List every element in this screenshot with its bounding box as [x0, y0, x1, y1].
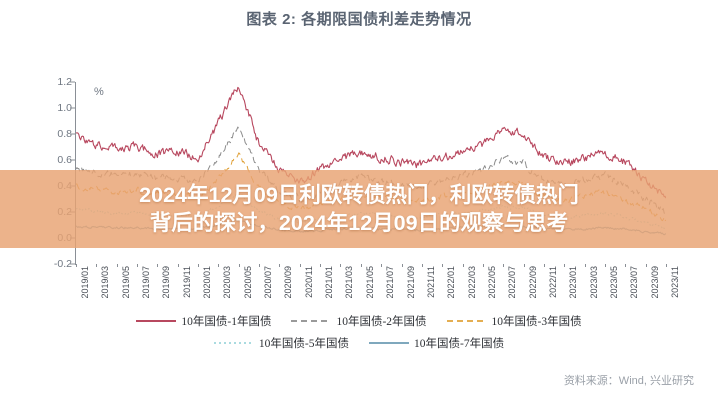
- x-axis-tick-label: 2020/07: [263, 266, 274, 299]
- legend-label: 10年国债-1年国债: [181, 316, 272, 328]
- x-axis-tick-label: 2023/01: [568, 266, 579, 299]
- legend-label: 10年国债-7年国债: [414, 338, 505, 350]
- x-axis-tick-label: 2021/05: [364, 266, 375, 299]
- x-axis-tick-mark: [157, 264, 159, 267]
- x-axis-tick-mark: [218, 264, 220, 267]
- overlay-banner-band: [0, 170, 718, 248]
- series-line: [76, 86, 666, 199]
- x-axis-tick-mark: [116, 264, 118, 267]
- x-axis-tick-label: 2022/11: [547, 266, 558, 298]
- legend-label: 10年国债-2年国债: [336, 316, 427, 328]
- x-axis-tick-label: 2023/05: [608, 266, 619, 299]
- source-note: 资料来源：Wind, 兴业研究: [563, 375, 694, 387]
- x-axis-tick-label: 2021/03: [344, 266, 355, 299]
- x-axis-tick-label: 2019/11: [181, 266, 192, 298]
- x-axis-tick-mark: [320, 264, 322, 267]
- legend-swatch-icon: [213, 338, 254, 348]
- y-axis-tick-mark: [70, 107, 75, 109]
- legend-item[interactable]: 10年国债-3年国债: [446, 313, 582, 329]
- x-axis-tick-label: 2022/05: [486, 266, 497, 299]
- x-axis-tick-label: 2023/03: [588, 266, 599, 299]
- legend-swatch-icon: [136, 316, 177, 326]
- x-axis-tick-label: 2019/03: [100, 266, 111, 299]
- x-axis-tick-mark: [76, 264, 77, 267]
- overlay-banner-line-2: 背后的探讨，2024年12月09日的观察与思考: [149, 211, 569, 235]
- x-axis-tick-label: 2021/01: [324, 266, 335, 299]
- x-axis-tick-label: 2020/09: [283, 266, 294, 299]
- chart-title: 图表 2: 各期限国债利差走势情况: [246, 11, 472, 28]
- x-axis-tick-mark: [462, 264, 464, 267]
- x-axis-tick-mark: [666, 264, 667, 267]
- x-axis-tick-mark: [543, 264, 545, 267]
- x-axis-tick-mark: [177, 264, 179, 267]
- x-axis-tick-mark: [198, 264, 200, 267]
- x-axis-tick-label: 2022/09: [527, 266, 538, 299]
- legend-label: 10年国债-5年国债: [258, 338, 349, 350]
- x-axis-tick-label: 2020/01: [202, 266, 213, 299]
- x-axis-tick-labels: 2019/01 2019/03 2019/05 2019/07 2019/09 2019/…: [76, 266, 680, 312]
- chart-legend: 10年国债-1年国债 10年国债-2年国债 10年国债-3年国债 10年国债-5年国债…: [0, 310, 718, 354]
- y-axis-tick-label: 0.6: [57, 154, 72, 166]
- x-axis-tick-label: 2023/11: [670, 266, 680, 298]
- legend-item[interactable]: 10年国债-7年国债: [369, 335, 504, 351]
- legend-label: 10年国债-3年国债: [491, 316, 582, 328]
- x-axis-tick-label: 2019/01: [80, 266, 90, 299]
- x-axis-tick-label: 2019/05: [120, 266, 131, 299]
- y-axis-tick-mark: [70, 159, 75, 161]
- x-axis-tick-mark: [401, 264, 403, 267]
- x-axis-tick-mark: [482, 264, 484, 267]
- legend-item[interactable]: 10年国债-2年国债: [291, 313, 427, 329]
- x-axis-tick-mark: [604, 264, 606, 267]
- legend-row: 10年国债-5年国债 10年国债-7年国债: [0, 332, 718, 354]
- y-axis-unit-label: %: [94, 86, 104, 98]
- x-axis-tick-mark: [137, 264, 139, 267]
- x-axis-tick-mark: [299, 264, 301, 267]
- x-axis-tick-label: 2023/09: [649, 266, 660, 299]
- legend-swatch-icon: [291, 316, 332, 326]
- x-axis-tick-label: 2019/07: [141, 266, 152, 299]
- x-axis-tick-label: 2020/05: [242, 266, 253, 299]
- y-axis-tick-label: 1.2: [57, 76, 72, 88]
- y-axis-tick-mark: [70, 81, 75, 83]
- x-axis-tick-label: 2022/03: [466, 266, 477, 299]
- legend-swatch-icon: [446, 316, 487, 326]
- x-axis-tick-label: 2021/07: [385, 266, 396, 299]
- overlay-banner-text: 2024年12月09日利欧转债热门，利欧转债热门 背后的探讨，2024年12月0…: [0, 172, 718, 248]
- x-axis-tick-mark: [238, 264, 240, 267]
- x-axis-tick-mark: [625, 264, 627, 267]
- x-axis-tick-label: 2021/11: [425, 266, 436, 298]
- x-axis-tick-label: 2021/09: [405, 266, 416, 299]
- legend-item[interactable]: 10年国债-5年国债: [213, 335, 349, 351]
- legend-row: 10年国债-1年国债 10年国债-2年国债 10年国债-3年国债: [0, 310, 718, 332]
- x-axis-tick-mark: [96, 264, 98, 267]
- x-axis-tick-mark: [442, 264, 444, 267]
- x-axis-tick-mark: [259, 264, 261, 267]
- y-axis-tick-mark: [70, 133, 75, 135]
- overlay-banner-line-1: 2024年12月09日利欧转债热门，利欧转债热门: [139, 183, 579, 208]
- x-axis-tick-mark: [503, 264, 505, 267]
- legend-swatch-icon: [369, 338, 409, 348]
- x-axis-tick-label: 2022/07: [507, 266, 518, 299]
- x-axis-tick-label: 2019/09: [161, 266, 172, 299]
- y-axis-tick-label: 0.8: [57, 128, 72, 140]
- x-axis-tick-mark: [645, 264, 647, 267]
- x-axis-tick-mark: [279, 264, 281, 267]
- x-axis-tick-mark: [360, 264, 362, 267]
- x-axis-tick-label: 2020/11: [303, 266, 314, 298]
- legend-item[interactable]: 10年国债-1年国债: [136, 313, 271, 329]
- x-axis-tick-label: 2020/03: [222, 266, 233, 299]
- y-axis-tick-label: -0.2: [53, 258, 72, 270]
- x-axis-tick-mark: [564, 264, 566, 267]
- y-axis-tick-label: 1.0: [57, 102, 72, 114]
- x-axis-tick-mark: [523, 264, 525, 267]
- x-axis-tick-mark: [584, 264, 586, 267]
- y-axis-tick-mark: [70, 263, 75, 265]
- x-axis-tick-label: 2023/07: [629, 266, 640, 299]
- x-axis-tick-label: 2022/01: [446, 266, 457, 299]
- x-axis-tick-mark: [381, 264, 383, 267]
- x-axis-tick-mark: [421, 264, 423, 267]
- x-axis-tick-mark: [340, 264, 342, 267]
